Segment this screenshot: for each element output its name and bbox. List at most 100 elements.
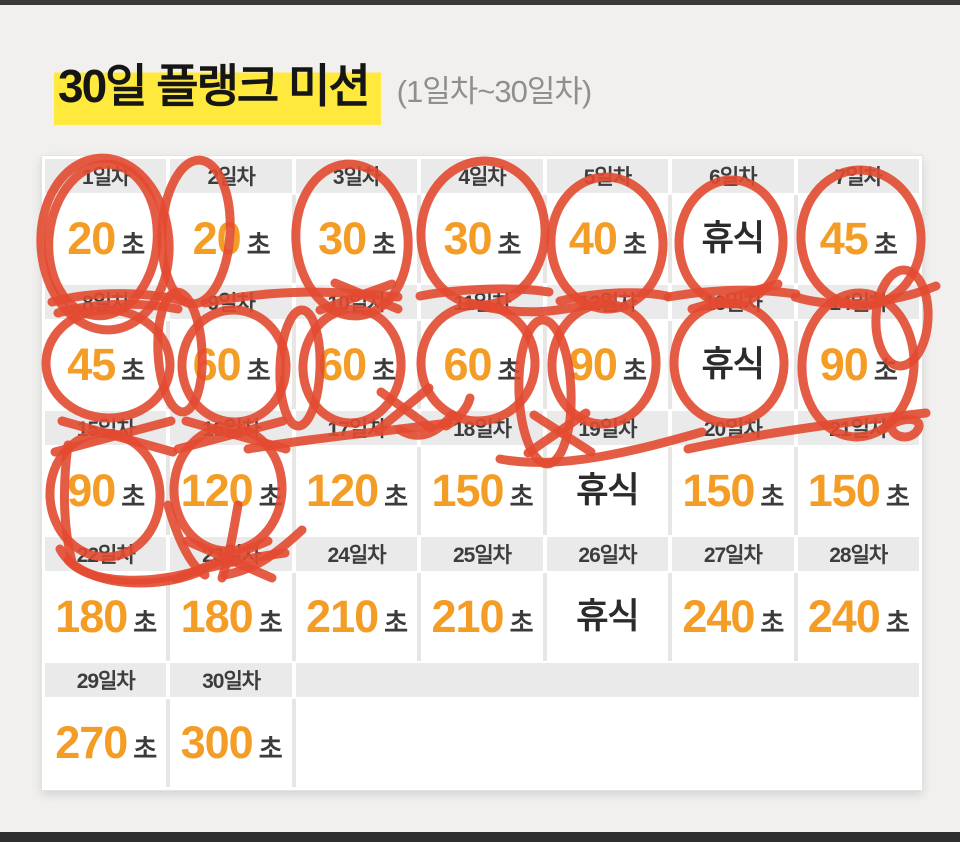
day-label-cell: 12일차 [546,285,669,319]
day-label-cell: 28일차 [797,537,919,571]
duration-cell: 60 초 [421,321,543,409]
duration-value: 120 [306,465,379,516]
day-label-cell: 17일차 [295,411,418,445]
day-label-cell: 19일차 [546,411,669,445]
duration-unit: 초 [384,482,408,512]
duration-unit: 초 [121,482,145,512]
duration-unit: 초 [760,608,784,638]
day-header-row: 1일차 2일차 3일차 4일차 5일차 6일차 7일차 [45,159,919,193]
day-label-cell: 8일차 [45,285,167,319]
duration-cell: 300 초 [170,699,292,787]
duration-cell: 90 초 [546,321,669,409]
day-value-row: 270 초 300 초 [45,699,919,787]
duration-value: 90 [568,339,618,390]
title-block: 30일 플랭크 미션 (1일차~30일차) [54,50,592,125]
day-label-cell: 26일차 [546,537,669,571]
duration-unit: 초 [258,734,283,764]
duration-cell: 30 초 [421,195,543,283]
duration-value: 30 [318,213,367,264]
duration-value: 60 [192,339,242,390]
day-label-cell: 22일차 [45,537,167,571]
duration-cell: 45 초 [797,195,919,283]
page-title: 30일 플랭크 미션 [54,50,381,125]
rest-label: 휴식 [701,345,765,384]
duration-cell: 60 초 [170,321,292,409]
empty-header-cell [295,663,919,697]
duration-unit: 초 [258,608,283,638]
day-label-cell: 21일차 [797,411,919,445]
duration-cell: 180 초 [170,573,292,661]
rest-label: 휴식 [576,597,639,636]
duration-unit: 초 [509,482,534,512]
day-label-cell: 7일차 [797,159,919,193]
duration-cell: 40 초 [546,195,669,283]
duration-cell: 90 초 [45,447,167,535]
duration-value: 60 [318,339,367,390]
top-edge-bar [0,0,960,5]
duration-unit: 초 [246,356,271,386]
bottom-edge-bar [0,832,960,842]
duration-value: 150 [807,465,881,516]
duration-unit: 초 [133,608,157,638]
rest-day-cell: 휴식 [672,195,794,283]
duration-unit: 초 [133,734,157,764]
day-label-cell: 29일차 [45,663,167,697]
duration-unit: 초 [121,230,145,260]
duration-value: 210 [431,591,504,642]
duration-value: 30 [443,213,492,264]
duration-value: 150 [682,465,755,516]
day-value-row: 20 초 20 초 30 초 30 초 40 초 휴식 45 초 [45,195,919,283]
day-label-cell: 4일차 [421,159,543,193]
duration-unit: 초 [622,356,647,386]
duration-unit: 초 [372,356,396,386]
rest-label: 휴식 [701,219,765,258]
duration-value: 20 [192,213,242,264]
day-label-cell: 14일차 [797,285,919,319]
duration-cell: 150 초 [672,447,794,535]
duration-cell: 20 초 [45,195,167,283]
duration-cell: 180 초 [45,573,167,661]
day-label-cell: 24일차 [295,537,418,571]
duration-cell: 120 초 [295,447,418,535]
day-label-cell: 6일차 [672,159,794,193]
duration-cell: 45 초 [45,321,167,409]
duration-cell: 30 초 [295,195,418,283]
duration-unit: 초 [497,230,522,260]
duration-value: 180 [180,591,254,642]
day-label-cell: 27일차 [672,537,794,571]
duration-value: 20 [67,213,116,264]
day-label-cell: 13일차 [672,285,794,319]
duration-value: 90 [67,465,116,516]
rest-day-cell: 휴식 [546,573,669,661]
duration-cell: 150 초 [797,447,919,535]
duration-cell: 60 초 [295,321,418,409]
duration-value: 240 [682,591,755,642]
rest-label: 휴식 [576,471,639,510]
duration-cell: 270 초 [45,699,167,787]
duration-unit: 초 [121,356,145,386]
day-header-row: 8일차 9일차 10일차 11일차 12일차 13일차 14일차 [45,285,919,319]
duration-unit: 초 [873,230,898,260]
day-header-row: 15일차 16일차 17일차 18일차 19일차 20일차 21일차 [45,411,919,445]
day-value-row: 45 초 60 초 60 초 60 초 90 초 휴식 90 초 [45,321,919,409]
duration-unit: 초 [873,356,898,386]
duration-unit: 초 [384,608,408,638]
duration-value: 270 [55,717,128,768]
duration-cell: 150 초 [421,447,543,535]
day-header-row: 22일차 23일차 24일차 25일차 26일차 27일차 28일차 [45,537,919,571]
duration-value: 45 [819,213,869,264]
day-label-cell: 25일차 [421,537,543,571]
duration-cell: 240 초 [797,573,919,661]
day-label-cell: 20일차 [672,411,794,445]
rest-day-cell: 휴식 [546,447,669,535]
day-value-row: 180 초 180 초 210 초 210 초 휴식 240 초 240 초 [45,573,919,661]
duration-unit: 초 [760,482,784,512]
day-label-cell: 18일차 [421,411,543,445]
duration-cell: 20 초 [170,195,292,283]
day-value-row: 90 초 120 초 120 초 150 초 휴식 150 초 150 초 [45,447,919,535]
duration-unit: 초 [885,608,910,638]
duration-value: 40 [568,213,618,264]
day-label-cell: 5일차 [546,159,669,193]
rest-day-cell: 휴식 [672,321,794,409]
